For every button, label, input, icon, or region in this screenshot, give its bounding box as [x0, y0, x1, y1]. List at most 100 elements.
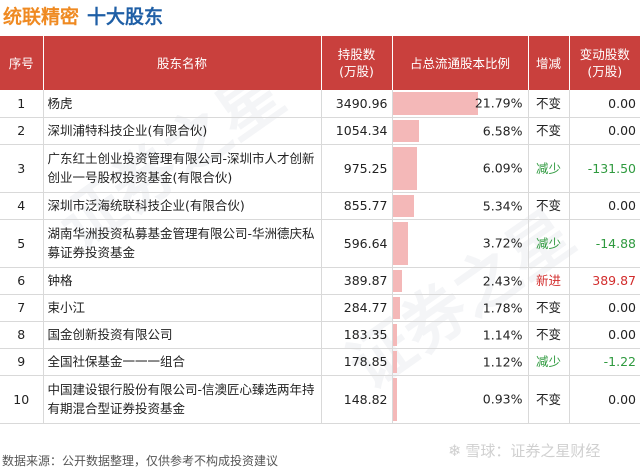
ratio-value: 6.58%: [482, 123, 523, 138]
company-name: 统联精密: [3, 6, 80, 28]
ratio-bar: [392, 296, 400, 319]
change-type: 不变: [528, 117, 570, 145]
change-amount: 0.00: [569, 294, 640, 322]
watermark-logo: ❄ 雪球：证券之星财经: [448, 440, 600, 461]
ratio-value: 3.72%: [482, 235, 523, 251]
header-change-type: 增减: [528, 36, 570, 90]
change-amount: 0.00: [569, 321, 640, 349]
change-type: 不变: [528, 321, 570, 349]
change-amount: -131.50: [569, 144, 640, 193]
data-source-note: 数据来源：公开数据整理，仅供参考不构成投资建议: [2, 454, 279, 468]
shareholder-name: 国金创新投资有限公司: [43, 321, 322, 349]
change-amount: 0.00: [569, 90, 640, 118]
header-shares: 持股数 (万股): [321, 36, 393, 90]
table-row: 5 湖南华洲投资私募基金管理有限公司-华洲德庆私募证券投资基金 596.64 3.72…: [0, 219, 640, 268]
shares-held: 596.64: [321, 219, 393, 268]
ratio-bar: [392, 221, 408, 265]
header-name: 股东名称: [43, 36, 322, 90]
ratio-value: 2.43%: [482, 273, 523, 288]
row-index: 8: [0, 321, 44, 349]
ratio-value: 1.78%: [482, 300, 523, 315]
ratio-value: 1.14%: [482, 327, 523, 342]
shares-held: 284.77: [321, 294, 393, 322]
shareholder-name: 杨虎: [43, 90, 322, 118]
ratio-cell: 1.14%: [392, 321, 529, 349]
ratio-cell: 21.79%: [392, 90, 529, 118]
ratio-bar: [392, 194, 414, 217]
header-idx: 序号: [0, 36, 44, 90]
row-index: 10: [0, 375, 44, 424]
ratio-bar: [392, 269, 402, 292]
change-type: 减少: [528, 144, 570, 193]
change-type: 不变: [528, 375, 570, 424]
row-index: 2: [0, 117, 44, 145]
table-row: 3 广东红土创业投资管理有限公司-深圳市人才创新创业一号股权投资基金(有限合伙) 9…: [0, 144, 640, 193]
row-index: 9: [0, 348, 44, 376]
change-amount: 0.00: [569, 375, 640, 424]
table-row: 9 全国社保基金一一一组合 178.85 1.12% 减少 -1.22: [0, 348, 640, 376]
table-row: 6 钟格 389.87 2.43% 新进 389.87: [0, 267, 640, 295]
ratio-value: 1.12%: [482, 354, 523, 369]
page-title: 统联精密 十大股东: [3, 2, 163, 30]
ratio-value: 5.34%: [482, 198, 523, 213]
change-amount: 389.87: [569, 267, 640, 295]
row-index: 1: [0, 90, 44, 118]
table-row: 7 束小江 284.77 1.78% 不变 0.00: [0, 294, 640, 322]
shareholder-name: 广东红土创业投资管理有限公司-深圳市人才创新创业一号股权投资基金(有限合伙): [43, 144, 322, 193]
ratio-cell: 1.12%: [392, 348, 529, 376]
table-header-row: 序号 股东名称 持股数 (万股) 占总流通股本比例 增减 变动股数 (万股): [0, 36, 640, 90]
change-amount: 0.00: [569, 117, 640, 145]
ratio-cell: 2.43%: [392, 267, 529, 295]
shares-held: 178.85: [321, 348, 393, 376]
table-row: 4 深圳市泛海统联科技企业(有限合伙) 855.77 5.34% 不变 0.00: [0, 192, 640, 220]
change-type: 不变: [528, 294, 570, 322]
ratio-bar: [392, 377, 397, 421]
change-type: 不变: [528, 90, 570, 118]
shareholder-name: 中国建设银行股份有限公司-信澳匠心臻选两年持有期混合型证券投资基金: [43, 375, 322, 424]
table-row: 1 杨虎 3490.96 21.79% 不变 0.00: [0, 90, 640, 118]
shareholder-name: 束小江: [43, 294, 322, 322]
ratio-cell: 3.72%: [392, 219, 529, 268]
shares-held: 975.25: [321, 144, 393, 193]
change-type: 减少: [528, 348, 570, 376]
shareholder-name: 钟格: [43, 267, 322, 295]
watermark-logo-text: 雪球：证券之星财经: [465, 442, 601, 460]
row-index: 7: [0, 294, 44, 322]
change-amount: -14.88: [569, 219, 640, 268]
shares-held: 183.35: [321, 321, 393, 349]
ratio-bar: [392, 146, 417, 190]
ratio-cell: 5.34%: [392, 192, 529, 220]
shareholder-name: 湖南华洲投资私募基金管理有限公司-华洲德庆私募证券投资基金: [43, 219, 322, 268]
change-type: 减少: [528, 219, 570, 268]
table-row: 8 国金创新投资有限公司 183.35 1.14% 不变 0.00: [0, 321, 640, 349]
shares-held: 148.82: [321, 375, 393, 424]
change-amount: 0.00: [569, 192, 640, 220]
header-change-amt: 变动股数 (万股): [569, 36, 640, 90]
shares-held: 855.77: [321, 192, 393, 220]
ratio-cell: 6.58%: [392, 117, 529, 145]
ratio-value: 0.93%: [482, 391, 523, 407]
ratio-value: 21.79%: [474, 95, 523, 111]
shareholders-table: 序号 股东名称 持股数 (万股) 占总流通股本比例 增减 变动股数 (万股) 1…: [0, 36, 640, 424]
table-row: 2 深圳浦特科技企业(有限合伙) 1054.34 6.58% 不变 0.00: [0, 117, 640, 145]
shares-held: 3490.96: [321, 90, 393, 118]
ratio-bar: [392, 92, 478, 115]
ratio-value: 6.09%: [482, 160, 523, 176]
row-index: 3: [0, 144, 44, 193]
shareholder-name: 深圳浦特科技企业(有限合伙): [43, 117, 322, 145]
header-ratio: 占总流通股本比例: [392, 36, 529, 90]
ratio-cell: 0.93%: [392, 375, 529, 424]
change-type: 不变: [528, 192, 570, 220]
snowball-icon: ❄: [448, 441, 462, 460]
shares-held: 389.87: [321, 267, 393, 295]
row-index: 4: [0, 192, 44, 220]
ratio-cell: 6.09%: [392, 144, 529, 193]
ratio-bar: [392, 350, 397, 373]
row-index: 6: [0, 267, 44, 295]
change-amount: -1.22: [569, 348, 640, 376]
shareholder-name: 全国社保基金一一一组合: [43, 348, 322, 376]
title-subtitle: 十大股东: [87, 6, 164, 28]
shares-held: 1054.34: [321, 117, 393, 145]
ratio-cell: 1.78%: [392, 294, 529, 322]
ratio-bar: [392, 119, 419, 142]
